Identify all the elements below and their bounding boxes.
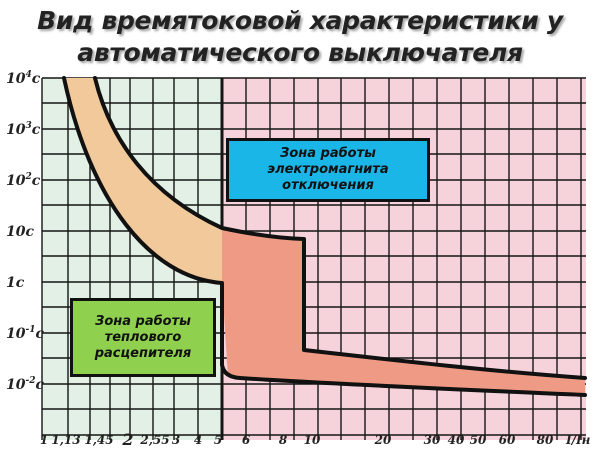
- x-axis-title: I/Iн: [565, 433, 591, 447]
- curve-lines: [62, 76, 587, 397]
- electromagnet-zone-line-3: отключения: [282, 178, 374, 193]
- y-tick-label-3: 10с: [6, 224, 34, 240]
- thermal-operating-band: [64, 78, 222, 283]
- electromagnet-zone-line-2: электромагнита: [267, 162, 389, 177]
- thermal-zone-line-2: теплового: [104, 329, 182, 345]
- x-tick-label-10: 10: [304, 433, 321, 447]
- x-tick-label-11: 20: [374, 433, 392, 447]
- x-tick-label-15: 60: [499, 433, 516, 447]
- y-axis-labels: 104с 103с 102с 10с 1с 10-1с 10-2с: [6, 70, 44, 393]
- upper-characteristic-curve: [93, 76, 587, 380]
- y-tick-label-5: 10-1с: [6, 325, 44, 342]
- lower-characteristic-curve: [62, 76, 587, 397]
- x-tick-label-9: 8: [279, 433, 288, 447]
- x-tick-label-14: 50: [470, 433, 487, 447]
- x-tick-label-13: 40: [448, 433, 465, 447]
- title-line-2: автоматического выключателя: [77, 38, 523, 67]
- x-axis-labels: 1 1,13 1,45 2 2,55 3 4 5 6 8 10 20 30 40 50 60 80 I/Iн: [40, 430, 591, 449]
- x-tick-label-2: 1,45: [84, 433, 113, 447]
- x-tick-label-4: 2,55: [139, 433, 169, 447]
- x-tick-label-12: 30: [424, 433, 441, 447]
- x-tick-label-16: 80: [537, 433, 554, 447]
- x-tick-label-7: 5: [214, 433, 222, 447]
- x-tick-label-8: 6: [242, 433, 251, 447]
- electromagnet-zone-line-1: Зона работы: [280, 146, 376, 161]
- y-tick-label-2: 102с: [6, 172, 41, 189]
- y-tick-label-0: 104с: [6, 70, 41, 87]
- thermal-zone-line-3: расцепителя: [94, 345, 192, 361]
- x-tick-label-6: 4: [194, 433, 202, 447]
- y-tick-label-6: 10-2с: [6, 376, 44, 393]
- thermal-zone-line-1: Зона работы: [95, 313, 191, 329]
- electromagnet-zone-label: Зона работы электромагнита отключения: [226, 138, 430, 202]
- y-tick-label-4: 1с: [6, 275, 25, 291]
- x-tick-label-1: 1,13: [51, 433, 80, 447]
- magnetic-operating-band: [222, 228, 585, 395]
- thermal-release-zone-label: Зона работы теплового расцепителя: [70, 298, 216, 377]
- x-tick-label-3: 2: [121, 430, 133, 449]
- title-line-1: Вид времятоковой характеристики у: [37, 6, 563, 35]
- y-tick-label-1: 103с: [6, 121, 41, 138]
- x-tick-label-0: 1: [40, 433, 48, 447]
- x-tick-label-5: 3: [172, 433, 180, 447]
